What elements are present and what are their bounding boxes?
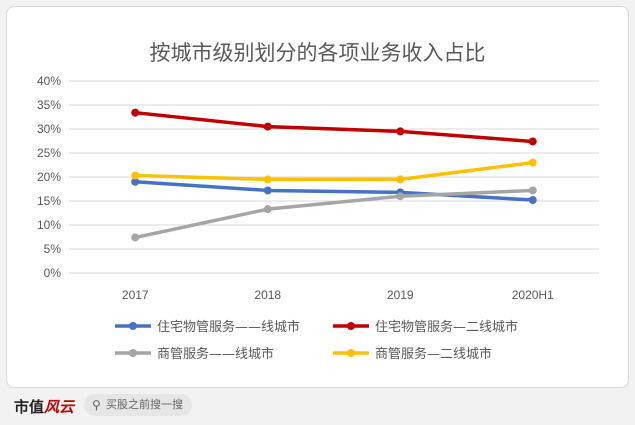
data-point <box>528 137 537 146</box>
legend-label: 住宅物管服务—二线城市 <box>375 319 518 335</box>
search-box[interactable]: ⚲ 买股之前搜一搜 <box>84 394 192 416</box>
data-point <box>396 127 405 136</box>
y-tick-label: 25% <box>37 146 61 160</box>
legend-marker <box>129 349 137 357</box>
y-tick-label: 30% <box>37 122 61 136</box>
series-line <box>135 110 533 144</box>
data-point <box>263 122 272 131</box>
legend-marker <box>129 322 137 330</box>
brand-logo: 市值风云 <box>14 398 75 416</box>
legend-marker <box>347 322 355 330</box>
chart-title: 按城市级别划分的各项业务收入占比 <box>149 41 486 65</box>
data-point <box>528 196 537 205</box>
series-layer <box>131 108 537 242</box>
chart-card: 按城市级别划分的各项业务收入占比 0% 5% 10% 15% 20% 25% 30% 35% 4… <box>6 6 629 388</box>
data-point <box>131 171 140 180</box>
legend-label: 住宅物管服务——线城市 <box>157 319 300 335</box>
data-point <box>396 175 405 184</box>
data-point <box>528 158 537 167</box>
y-tick-label: 20% <box>37 170 61 184</box>
data-point <box>528 186 537 195</box>
x-tick-label: 2019 <box>387 288 414 302</box>
search-icon: ⚲ <box>92 398 101 412</box>
legend-label: 商管服务——线城市 <box>157 346 274 362</box>
legend-label: 商管服务—二线城市 <box>375 346 492 362</box>
data-point <box>396 192 405 201</box>
y-tick-label: 10% <box>37 218 61 232</box>
x-tick-label: 2020H1 <box>512 288 554 302</box>
data-point <box>263 175 272 184</box>
data-point <box>263 186 272 195</box>
y-tick-label: 40% <box>37 74 61 88</box>
y-axis-ticks: 0% 5% 10% 15% 20% 25% 30% 35% 40% <box>37 74 61 280</box>
grid-lines <box>69 80 599 274</box>
data-point <box>131 108 140 117</box>
y-tick-label: 5% <box>44 242 62 256</box>
y-tick-label: 35% <box>37 98 61 112</box>
legend-marker <box>347 349 355 357</box>
data-point <box>131 177 140 186</box>
series-line <box>135 160 533 182</box>
x-tick-label: 2018 <box>254 288 281 302</box>
series-line <box>135 180 533 202</box>
data-point <box>263 205 272 214</box>
x-tick-label: 2017 <box>122 288 149 302</box>
footer-bar: 市值风云 ⚲ 买股之前搜一搜 <box>0 389 635 425</box>
x-axis-ticks: 2017 2018 2019 2020H1 <box>122 288 554 302</box>
data-point <box>131 233 140 242</box>
series-line <box>134 188 533 240</box>
chart-plot: 0%5%10%15%20%25%30%35%40% 2017 2018 2019 20… <box>37 74 599 362</box>
search-placeholder: 买股之前搜一搜 <box>106 398 183 411</box>
y-tick-label: 15% <box>37 194 61 208</box>
y-tick-label: 0% <box>44 266 62 280</box>
